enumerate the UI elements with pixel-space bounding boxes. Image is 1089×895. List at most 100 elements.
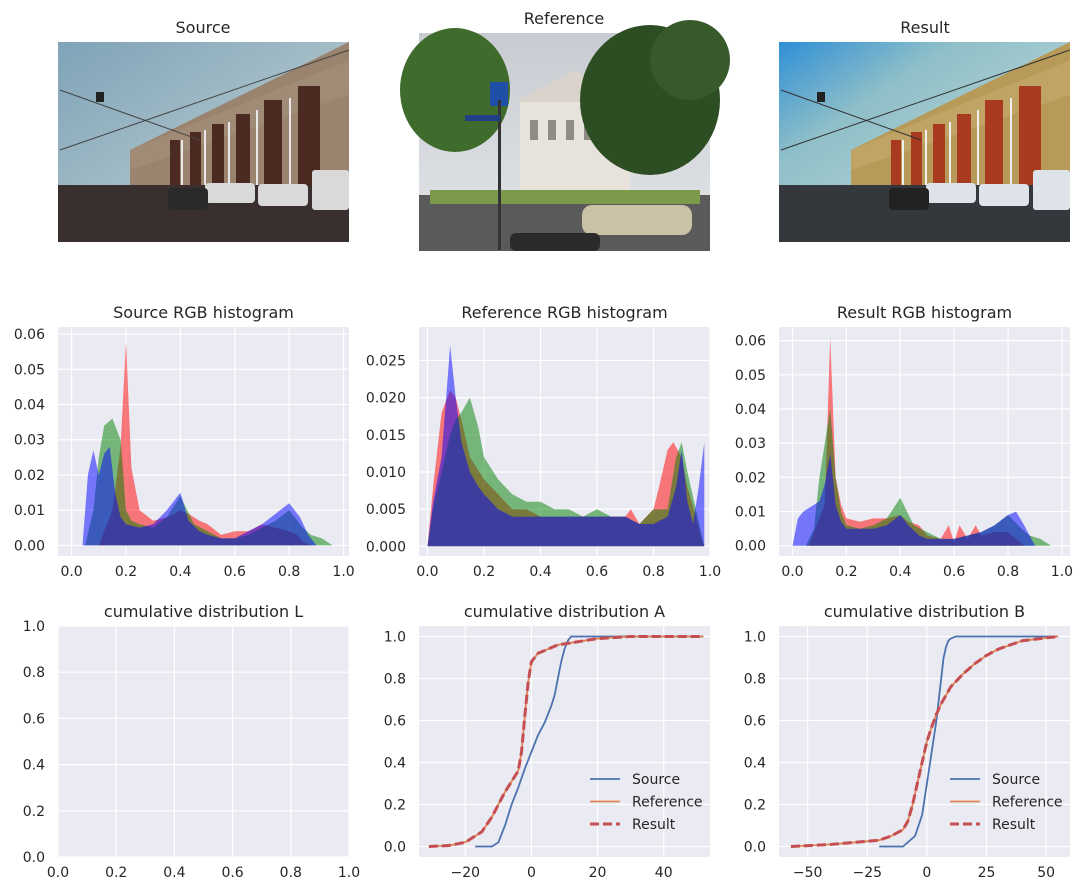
chart-title: cumulative distribution L — [104, 602, 303, 621]
chart-title: cumulative distribution A — [464, 602, 665, 621]
x-tick-label: 0.0 — [781, 564, 803, 580]
legend: Source Reference Result — [950, 772, 1063, 833]
y-tick-label: 0.06 — [14, 327, 45, 343]
cdf-line-result — [428, 635, 704, 848]
y-tick-label: 0.00 — [14, 538, 45, 554]
chart-3: Result RGB histogram 0.0 0.2 0.4 0.6 0.8 1.0 0.… — [735, 303, 1073, 580]
y-tick-label: 0.05 — [14, 362, 45, 378]
y-tick-label: 0.0 — [744, 840, 766, 856]
image-title-reference: Reference — [524, 9, 605, 28]
x-tick-label: 1.0 — [332, 564, 354, 580]
x-tick-label: −25 — [852, 865, 882, 881]
x-tick-label: 0.0 — [60, 564, 82, 580]
y-tick-label: 0.02 — [735, 470, 766, 486]
y-tick-label: 0.010 — [366, 465, 406, 481]
result-photo — [779, 42, 1071, 242]
x-tick-label: −20 — [451, 865, 481, 881]
legend-label: Source — [632, 772, 680, 788]
y-tick-label: 0.2 — [744, 798, 766, 814]
chart-2: Reference RGB histogram 0.0 0.2 0.4 0.6 0.8 1.… — [366, 303, 721, 580]
x-tick-label: 20 — [589, 865, 607, 881]
x-tick-label: 0.2 — [835, 564, 857, 580]
plot-area — [58, 626, 349, 857]
legend: Source Reference Result — [590, 772, 703, 833]
x-tick-label: 0.8 — [997, 564, 1019, 580]
y-tick-label: 0.020 — [366, 391, 406, 407]
y-tick-label: 0.01 — [735, 505, 766, 521]
x-tick-label: 25 — [978, 865, 996, 881]
reference-photo — [400, 20, 730, 251]
x-tick-label: 50 — [1037, 865, 1055, 881]
y-tick-label: 0.04 — [735, 402, 766, 418]
x-tick-label: 0.2 — [105, 865, 127, 881]
x-tick-label: 0.4 — [163, 865, 185, 881]
histogram-area-3 — [792, 453, 1035, 546]
y-tick-label: 0.02 — [14, 468, 45, 484]
y-tick-label: 0.025 — [366, 353, 406, 369]
plot-area — [779, 626, 1070, 857]
image-title-result: Result — [900, 18, 949, 37]
x-tick-label: 1.0 — [1051, 564, 1073, 580]
y-tick-label: 1.0 — [744, 630, 766, 646]
legend-label: Source — [992, 772, 1040, 788]
x-tick-label: 0.4 — [889, 564, 911, 580]
y-tick-label: 0.8 — [23, 665, 45, 681]
chart-4: cumulative distribution L 0.0 0.2 0.4 0.6 0.8… — [23, 602, 360, 881]
y-tick-label: 0.6 — [23, 711, 45, 727]
x-tick-label: 0.0 — [47, 865, 69, 881]
y-tick-label: 0.6 — [384, 714, 406, 730]
y-tick-label: 0.8 — [384, 672, 406, 688]
cdf-line-source — [879, 635, 1059, 848]
y-tick-label: 0.03 — [14, 433, 45, 449]
source-photo — [58, 42, 350, 242]
histogram-area-3 — [82, 446, 317, 546]
y-tick-label: 0.0 — [23, 850, 45, 866]
y-tick-label: 0.4 — [744, 756, 766, 772]
x-tick-label: 0.6 — [221, 865, 243, 881]
y-tick-label: 0.000 — [366, 539, 406, 555]
legend-label: Reference — [992, 795, 1063, 811]
x-tick-label: 0.6 — [224, 564, 246, 580]
x-tick-label: 0.8 — [280, 865, 302, 881]
y-tick-label: 0.015 — [366, 428, 406, 444]
x-tick-label: 0 — [527, 865, 536, 881]
x-tick-label: 0.6 — [943, 564, 965, 580]
histogram-area-3 — [427, 345, 705, 547]
y-tick-label: 0.2 — [23, 804, 45, 820]
x-tick-label: 0.4 — [169, 564, 191, 580]
y-tick-label: 0.0 — [384, 840, 406, 856]
y-tick-label: 1.0 — [384, 630, 406, 646]
y-tick-label: 0.01 — [14, 503, 45, 519]
x-tick-label: 0.4 — [529, 564, 551, 580]
chart-title: Reference RGB histogram — [461, 303, 667, 322]
x-tick-label: 0.8 — [642, 564, 664, 580]
legend-label: Result — [992, 817, 1036, 833]
x-tick-label: −50 — [793, 865, 823, 881]
cdf-line-source — [475, 635, 704, 848]
x-tick-label: 0.0 — [416, 564, 438, 580]
legend-label: Reference — [632, 795, 703, 811]
chart-title: Result RGB histogram — [837, 303, 1012, 322]
x-tick-label: 0 — [922, 865, 931, 881]
y-tick-label: 1.0 — [23, 619, 45, 635]
y-tick-label: 0.03 — [735, 436, 766, 452]
y-tick-label: 0.00 — [735, 539, 766, 555]
y-tick-label: 0.6 — [744, 714, 766, 730]
x-tick-label: 1.0 — [699, 564, 721, 580]
chart-title: Source RGB histogram — [113, 303, 294, 322]
y-tick-label: 0.005 — [366, 502, 406, 518]
image-title-source: Source — [176, 18, 231, 37]
plot-area — [419, 626, 710, 857]
y-tick-label: 0.4 — [23, 758, 45, 774]
chart-1: Source RGB histogram 0.0 0.2 0.4 0.6 0.8 1.0 0.… — [14, 303, 355, 580]
x-tick-label: 0.2 — [473, 564, 495, 580]
legend-label: Result — [632, 817, 676, 833]
cdf-line-result — [790, 635, 1059, 848]
chart-6: cumulative distribution B −50 −25 0 25 50 0.0 0… — [744, 602, 1070, 881]
y-tick-label: 0.4 — [384, 756, 406, 772]
x-tick-label: 1.0 — [338, 865, 360, 881]
y-tick-label: 0.8 — [744, 672, 766, 688]
x-tick-label: 0.6 — [586, 564, 608, 580]
chart-5: cumulative distribution A −20 0 20 40 0.0 0.2 0… — [384, 602, 710, 881]
